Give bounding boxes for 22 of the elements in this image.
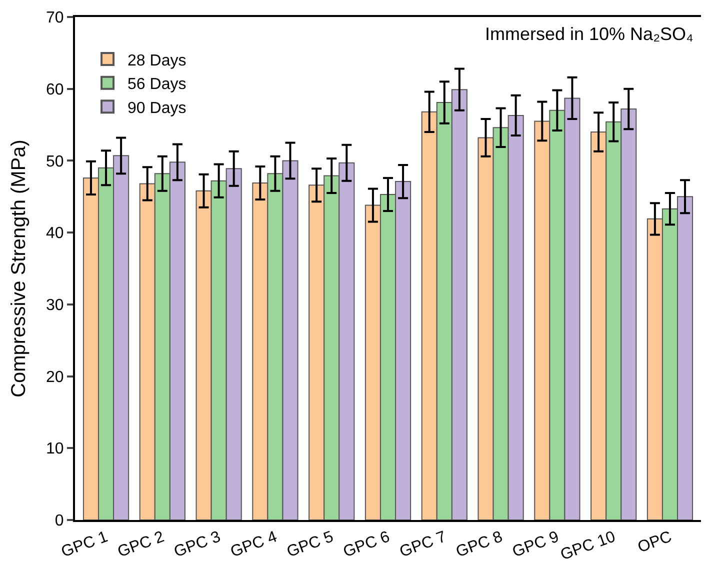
y-tick-label: 30: [46, 297, 64, 314]
x-tick-label: GPC 1: [59, 528, 110, 561]
x-tick-label: GPC 3: [172, 528, 224, 561]
x-tick-label: GPC 6: [341, 528, 392, 561]
y-tick-label: 70: [46, 10, 64, 27]
y-tick-label: 50: [46, 153, 64, 170]
y-tick-label: 20: [46, 368, 64, 386]
legend-label: 90 Days: [128, 100, 186, 117]
legend-label: 28 Days: [128, 52, 186, 70]
x-tick-label: OPC: [636, 528, 674, 556]
y-tick-label: 0: [54, 512, 64, 530]
y-axis-title: Compressive Strength (MPa): [8, 140, 30, 398]
y-tick-label: 60: [46, 81, 64, 98]
x-tick-label: GPC 7: [398, 528, 449, 561]
x-tick-label: GPC 8: [454, 528, 505, 561]
x-tick-label: GPC 5: [284, 528, 336, 561]
x-tick-label: GPC 2: [116, 528, 167, 561]
y-tick-label: 40: [46, 225, 64, 242]
legend-label: 56 Days: [128, 76, 186, 94]
annotation: Immersed in 10% Na₂SO₄: [485, 24, 694, 44]
y-tick-label: 10: [46, 440, 64, 458]
x-tick-label: GPC 4: [228, 528, 280, 561]
